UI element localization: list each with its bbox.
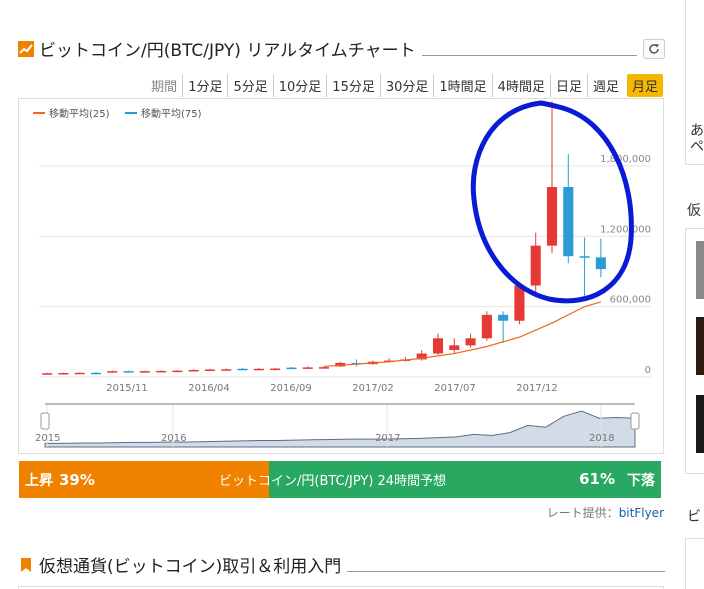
x-tick-label: 2017/12 — [516, 383, 558, 394]
period-15min[interactable]: 15分足 — [326, 74, 380, 97]
y-tick-label: 1,800,000 — [600, 154, 651, 165]
provider-link[interactable]: bitFlyer — [618, 506, 664, 520]
period-1min[interactable]: 1分足 — [182, 74, 227, 97]
candle-body — [90, 372, 102, 375]
navigator-label: 2015 — [35, 433, 60, 444]
title-rule — [421, 55, 637, 56]
forecast-bar: 上昇 39% ビットコイン/円(BTC/JPY) 24時間予想 61% 下落 — [19, 461, 661, 498]
candle-body — [432, 338, 444, 354]
legend-entry: 移動平均(75) — [141, 107, 202, 120]
sidebar-snippet-2: ペ — [690, 139, 704, 155]
period-daily[interactable]: 日足 — [549, 74, 587, 97]
forecast-down-label: 下落 — [627, 472, 655, 489]
candle-body — [465, 338, 476, 346]
forecast-up-pct: 39% — [59, 470, 95, 489]
navigator-label: 2016 — [161, 433, 186, 444]
guide-title[interactable]: 仮想通貨(ビットコイン)取引＆利用入門 — [39, 557, 342, 577]
highlight-circle-annotation — [470, 100, 634, 304]
x-tick-label: 2017/07 — [434, 383, 476, 394]
navigator-label: 2017 — [375, 433, 400, 444]
candle-body — [498, 314, 509, 321]
candle-body — [42, 373, 53, 375]
candle-body — [172, 370, 183, 373]
bar-chart-icon — [18, 40, 34, 57]
candle-body — [286, 367, 297, 370]
y-tick-label: 600,000 — [610, 295, 651, 306]
navigator-range-bar — [45, 403, 635, 405]
rate-provider: レート提供：bitFlyer — [547, 504, 664, 521]
candle-body — [546, 187, 558, 246]
candle-body — [302, 367, 313, 369]
candle-body — [139, 371, 150, 373]
right-sidebar: あ ペ 仮 ビ — [683, 0, 704, 589]
news-thumb-2[interactable] — [696, 317, 704, 375]
chart-container: 移動平均(25) 移動平均(75) 0 600,000 1,200,000 1,800,… — [18, 98, 664, 454]
period-30min[interactable]: 30分足 — [379, 74, 434, 97]
news-thumb-1[interactable] — [696, 241, 704, 299]
x-tick-label: 2016/09 — [270, 383, 312, 394]
legend-entry: 移動平均(25) — [49, 107, 110, 120]
candle-body — [188, 369, 199, 372]
sidebar-snippet-1: あ — [690, 123, 704, 139]
period-selector: 期間 1分足 5分足 10分足 15分足 30分足 1時間足 4時間足 日足 週… — [146, 74, 663, 97]
sidebar-box-bottom — [685, 538, 704, 589]
period-5min[interactable]: 5分足 — [227, 74, 272, 97]
candle-body — [481, 314, 492, 339]
y-tick-label: 1,200,000 — [600, 224, 651, 235]
candlestick-chart[interactable]: 移動平均(25) 移動平均(75) 0 600,000 1,200,000 1,800,… — [19, 99, 665, 455]
forecast-up[interactable]: 上昇 39% — [19, 461, 269, 498]
candle-body — [204, 369, 216, 371]
ma25-line — [323, 301, 602, 368]
period-4hour[interactable]: 4時間足 — [491, 74, 550, 97]
candle-body — [107, 371, 118, 373]
candle-body — [156, 370, 167, 373]
period-monthly[interactable]: 月足 — [626, 74, 663, 97]
candle-body — [74, 372, 85, 375]
period-10min[interactable]: 10分足 — [272, 74, 327, 97]
period-1hour[interactable]: 1時間足 — [433, 74, 491, 97]
forecast-title: ビットコイン/円(BTC/JPY) 24時間予想 — [219, 474, 447, 489]
navigator-label: 2018 — [589, 433, 614, 444]
page-title: ビットコイン/円(BTC/JPY) リアルタイムチャート — [39, 41, 416, 61]
guide-icon — [21, 557, 31, 572]
candle-body — [123, 371, 134, 373]
x-tick-label: 2015/11 — [106, 383, 148, 394]
sidebar-heading-2: ビ — [687, 509, 701, 525]
sidebar-box-news — [685, 228, 704, 474]
candle-body — [221, 369, 232, 371]
forecast-down[interactable]: ビットコイン/円(BTC/JPY) 24時間予想 61% 下落 — [219, 461, 661, 498]
x-tick-label: 2016/04 — [188, 383, 230, 394]
y-tick-label: 0 — [645, 365, 651, 376]
guide-box — [18, 586, 664, 589]
guide-section-header: 仮想通貨(ビットコイン)取引＆利用入門 — [17, 552, 665, 577]
candle-body — [579, 256, 590, 258]
forecast-up-label: 上昇 — [25, 472, 53, 489]
candle-body — [58, 373, 69, 375]
navigator-right-handle[interactable] — [630, 412, 640, 430]
navigator-left-handle[interactable] — [40, 412, 50, 430]
refresh-icon — [649, 43, 659, 54]
sidebar-heading-1: 仮 — [687, 203, 701, 219]
provider-prefix: レート提供： — [546, 506, 619, 520]
guide-rule — [347, 571, 665, 572]
candle-body — [318, 367, 330, 369]
candle-body — [595, 257, 606, 270]
candle-body — [270, 368, 281, 371]
x-tick-label: 2017/02 — [352, 383, 394, 394]
candle-body — [449, 345, 460, 351]
chart-section-header: ビットコイン/円(BTC/JPY) リアルタイムチャート — [17, 36, 665, 61]
navigator-area — [44, 410, 636, 448]
candle-body — [514, 285, 525, 321]
news-thumb-3[interactable] — [696, 395, 704, 453]
period-weekly[interactable]: 週足 — [586, 74, 624, 97]
candle-body — [253, 368, 264, 371]
candle-body — [530, 245, 541, 286]
candle-body — [237, 368, 248, 371]
sidebar-box-top: あ ペ — [685, 0, 704, 165]
refresh-button[interactable] — [643, 38, 665, 59]
candle-body — [563, 187, 574, 257]
candle-body — [416, 353, 427, 360]
period-label: 期間 — [151, 80, 178, 95]
forecast-down-pct: 61% — [579, 469, 615, 488]
